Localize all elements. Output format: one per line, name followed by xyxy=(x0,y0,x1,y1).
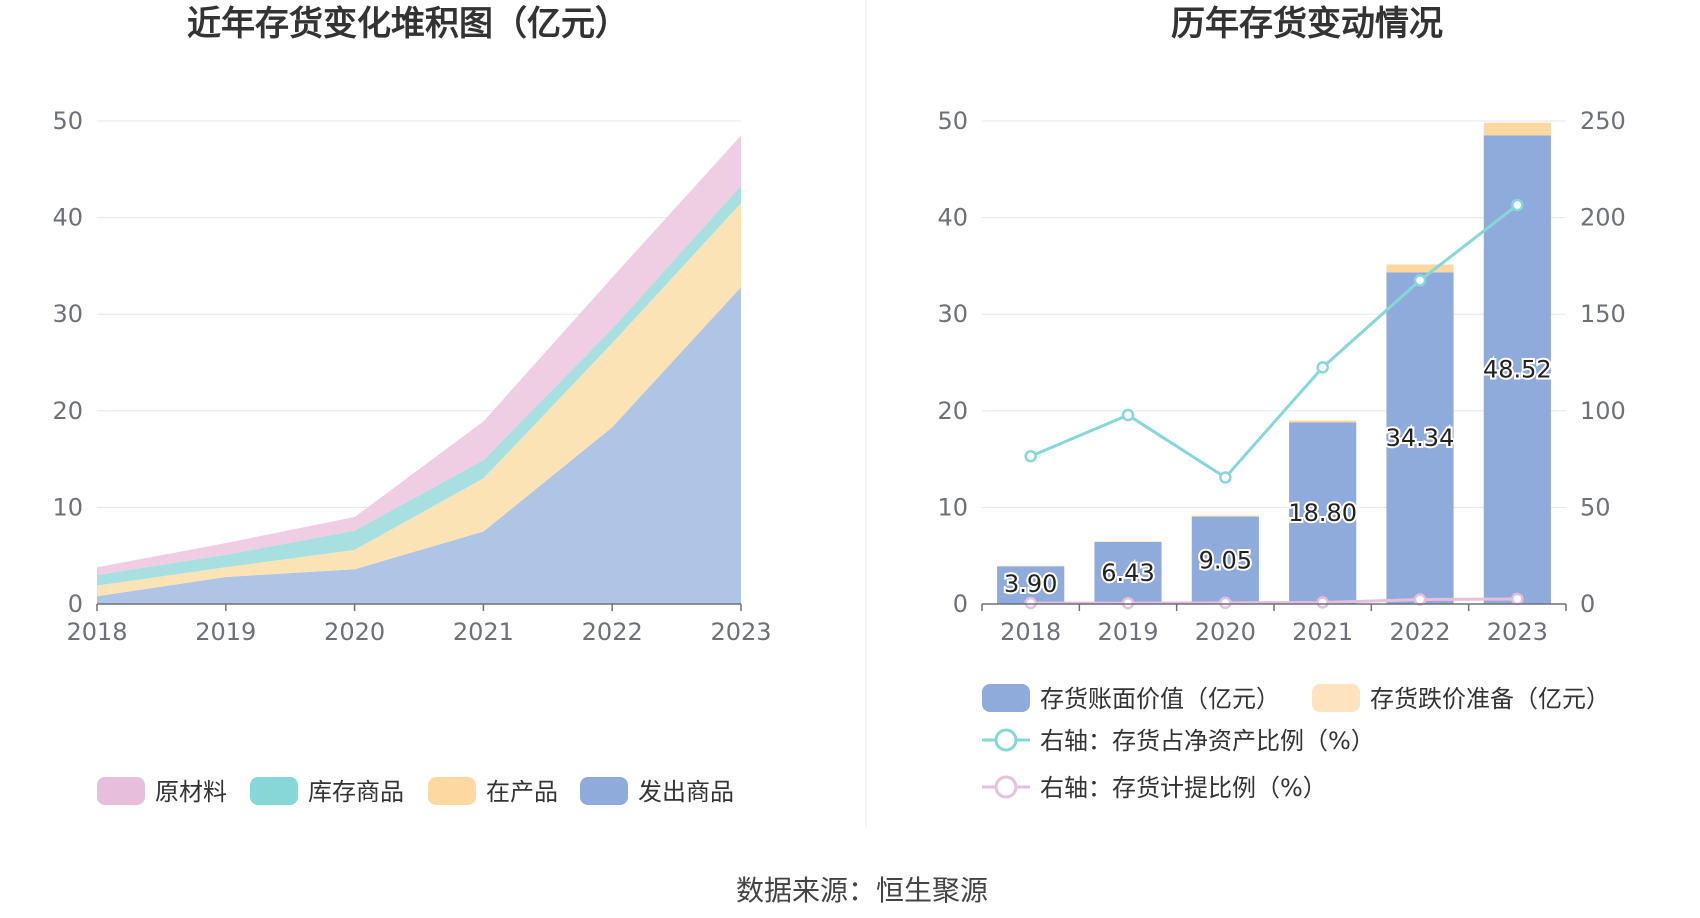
left-legend-swatch xyxy=(428,777,476,805)
right-y-tick-label: 10 xyxy=(937,493,968,521)
left-legend-label: 库存商品 xyxy=(308,778,404,806)
left-axis: 0 10 20 30 40 50 2018 2019 2020 2021 2022 2023 xyxy=(52,107,771,646)
line-point xyxy=(1316,361,1329,374)
right-legend-marker xyxy=(994,775,1018,799)
right-legend-label: 右轴：存货占净资产比例（%） xyxy=(1040,727,1375,755)
left-y-tick-label: 0 xyxy=(68,590,83,618)
bar-value-label: 34.34 xyxy=(1386,424,1455,452)
left-x-tick-label: 2022 xyxy=(582,618,643,646)
bar-value-label: 3.90 xyxy=(1004,570,1057,598)
right-legend-swatch xyxy=(1312,684,1360,712)
bar-line-chart: 历年存货变动情况 3.90 6.43 9.05 18.80 34.34 48.52 0 10… xyxy=(937,4,1625,802)
right-y2-tick-label: 200 xyxy=(1580,204,1626,232)
right-grid xyxy=(982,120,1566,508)
line-point xyxy=(1413,274,1427,287)
left-y-tick-label: 10 xyxy=(52,493,83,521)
bar-value-label: 18.80 xyxy=(1288,499,1357,527)
bar-存货账面价值（亿元） xyxy=(1191,516,1259,604)
right-x-tick-label: 2019 xyxy=(1097,618,1158,646)
left-chart-title: 近年存货变化堆积图（亿元） xyxy=(187,4,629,44)
left-legend-swatch xyxy=(97,777,145,805)
right-y-tick-label: 50 xyxy=(937,107,968,135)
right-y2-tick-label: 50 xyxy=(1580,493,1611,521)
line-point xyxy=(1024,596,1037,610)
right-legend-label: 存货账面价值（亿元） xyxy=(1040,685,1280,713)
right-legend-marker xyxy=(994,728,1018,752)
bar-存货跌价准备（亿元） xyxy=(1386,264,1454,273)
left-x-tick-label: 2023 xyxy=(710,618,771,646)
line-point xyxy=(1219,471,1232,484)
line-point xyxy=(1121,596,1135,610)
right-y2-tick-label: 150 xyxy=(1580,300,1626,328)
stacked-area-chart: 近年存货变化堆积图（亿元） 0 10 20 30 40 50 2018 2019 2020 202… xyxy=(52,4,771,806)
right-y-tick-label: 40 xyxy=(937,204,968,232)
left-y-tick-label: 40 xyxy=(52,204,83,232)
line-point xyxy=(1024,449,1037,463)
left-legend-label: 发出商品 xyxy=(638,778,734,806)
line-point xyxy=(1413,593,1427,606)
line-右轴：存货计提比例（%） xyxy=(1030,597,1518,605)
bar-存货跌价准备（亿元） xyxy=(1483,122,1551,136)
left-legend-label: 原材料 xyxy=(155,778,227,806)
line-point xyxy=(1219,596,1232,610)
right-x-tick-label: 2022 xyxy=(1389,618,1450,646)
bar-value-label: 48.52 xyxy=(1483,356,1552,384)
bar-存货账面价值（亿元） xyxy=(1094,541,1162,604)
line-point xyxy=(1511,198,1524,212)
right-y-tick-label: 0 xyxy=(953,590,968,618)
left-areas xyxy=(97,135,741,604)
area-发出商品 xyxy=(97,287,741,604)
right-x-tick-label: 2018 xyxy=(1000,618,1061,646)
right-x-tick-label: 2021 xyxy=(1292,618,1353,646)
right-legend-label: 右轴：存货计提比例（%） xyxy=(1040,774,1327,802)
left-x-tick-label: 2019 xyxy=(195,618,256,646)
bar-存货跌价准备（亿元） xyxy=(1191,515,1259,517)
line-point xyxy=(1316,596,1329,609)
line-point xyxy=(1121,408,1135,422)
right-bars xyxy=(997,122,1551,604)
bar-value-label: 9.05 xyxy=(1199,546,1252,574)
right-legend-swatch xyxy=(982,684,1030,712)
right-lines xyxy=(1024,198,1524,610)
data-source: 数据来源：恒生聚源 xyxy=(736,874,988,907)
right-chart-title: 历年存货变动情况 xyxy=(1171,4,1443,44)
left-x-tick-label: 2020 xyxy=(324,618,385,646)
left-x-tick-label: 2018 xyxy=(66,618,127,646)
area-在产品 xyxy=(97,203,741,597)
left-legend: 原材料 库存商品 在产品 发出商品 xyxy=(97,777,734,806)
line-右轴：存货占净资产比例（%） xyxy=(1030,203,1519,480)
left-legend-swatch xyxy=(250,777,298,805)
right-y-tick-label: 30 xyxy=(937,300,968,328)
bar-存货账面价值（亿元） xyxy=(1289,422,1357,604)
left-y-tick-label: 50 xyxy=(52,107,83,135)
right-x-tick-label: 2020 xyxy=(1195,618,1256,646)
left-y-tick-label: 20 xyxy=(52,397,83,425)
right-y-tick-label: 20 xyxy=(937,397,968,425)
right-bar-labels: 3.90 6.43 9.05 18.80 34.34 48.52 xyxy=(1002,354,1554,600)
right-y2-tick-label: 0 xyxy=(1580,590,1595,618)
area-库存商品 xyxy=(97,185,741,586)
left-legend-swatch xyxy=(580,777,628,805)
right-axis: 0 10 20 30 40 50 0 50 100 150 200 250 2018 2019 2020 20… xyxy=(937,107,1625,646)
area-原材料 xyxy=(97,135,741,576)
right-y2-tick-label: 100 xyxy=(1580,397,1626,425)
bar-存货账面价值（亿元） xyxy=(1386,272,1454,604)
bar-value-label: 6.43 xyxy=(1101,559,1154,587)
right-legend-label: 存货跌价准备（亿元） xyxy=(1370,685,1610,713)
bar-存货跌价准备（亿元） xyxy=(1289,420,1357,423)
line-point xyxy=(1511,592,1524,606)
bar-存货账面价值（亿元） xyxy=(1483,135,1551,604)
right-legend: 存货账面价值（亿元） 存货跌价准备（亿元） 右轴：存货占净资产比例（%） 右轴：存货计… xyxy=(982,684,1610,802)
right-x-tick-label: 2023 xyxy=(1487,618,1548,646)
left-y-tick-label: 30 xyxy=(52,300,83,328)
left-legend-label: 在产品 xyxy=(486,778,558,806)
right-y2-tick-label: 250 xyxy=(1580,107,1626,135)
left-x-tick-label: 2021 xyxy=(453,618,514,646)
